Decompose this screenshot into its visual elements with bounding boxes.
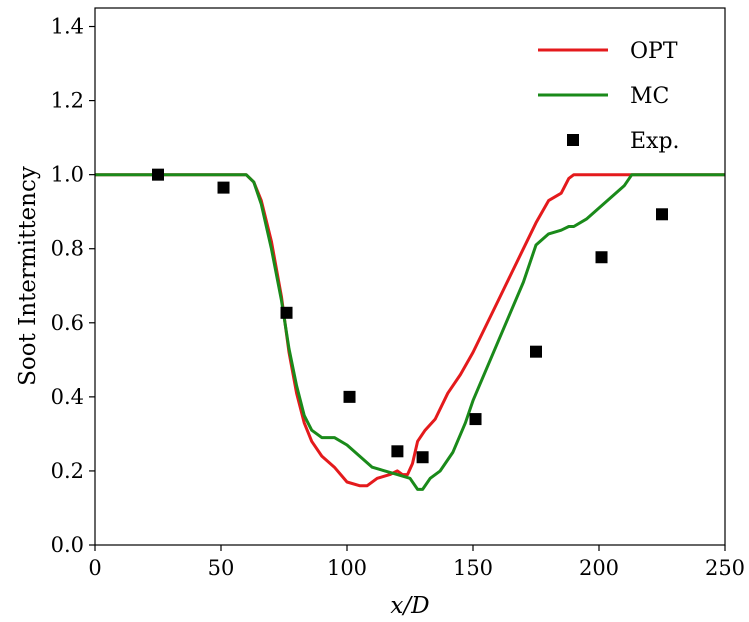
y-tick-label: 0.6	[51, 311, 84, 335]
legend-swatch-exp	[567, 134, 579, 146]
exp-point	[343, 390, 356, 403]
legend-label-mc: MC	[630, 84, 669, 109]
series-line-opt	[95, 173, 725, 488]
exp-point	[152, 168, 164, 181]
axis-ticks: 0 50 100 150 200 250 0.0 0.2 0.4 0.6 0.8 1.0 1.2 1.4	[51, 15, 745, 580]
series-line-mc	[95, 173, 725, 491]
y-tick-label: 0.2	[51, 459, 84, 483]
y-axis-title: Soot Intermittency	[15, 166, 41, 386]
exp-point	[391, 445, 404, 458]
y-tick-label: 1.2	[51, 89, 84, 113]
exp-point	[469, 413, 482, 426]
x-tick-label: 0	[88, 556, 101, 580]
legend-label-exp: Exp.	[630, 129, 680, 154]
y-tick-label: 0.0	[51, 533, 84, 557]
y-tick-label: 0.4	[51, 385, 84, 409]
y-tick-label: 1.4	[51, 15, 84, 39]
exp-point	[280, 306, 293, 319]
x-tick-label: 200	[579, 556, 619, 580]
exp-point	[530, 345, 542, 358]
plot-area	[95, 168, 725, 491]
axes-frame	[94, 7, 726, 546]
x-tick-label: 150	[453, 556, 493, 580]
exp-point	[656, 208, 668, 221]
x-tick-label: 250	[705, 556, 745, 580]
x-axis-title: x/D	[390, 593, 429, 619]
x-tick-label: 100	[327, 556, 367, 580]
y-tick-label: 0.8	[51, 237, 84, 261]
y-tick-label: 1.0	[51, 163, 84, 187]
exp-point	[595, 251, 608, 264]
legend-label-opt: OPT	[630, 39, 678, 64]
exp-point	[416, 451, 429, 464]
x-tick-label: 50	[208, 556, 235, 580]
legend: OPT MC Exp.	[538, 39, 680, 154]
exp-point	[217, 181, 230, 194]
